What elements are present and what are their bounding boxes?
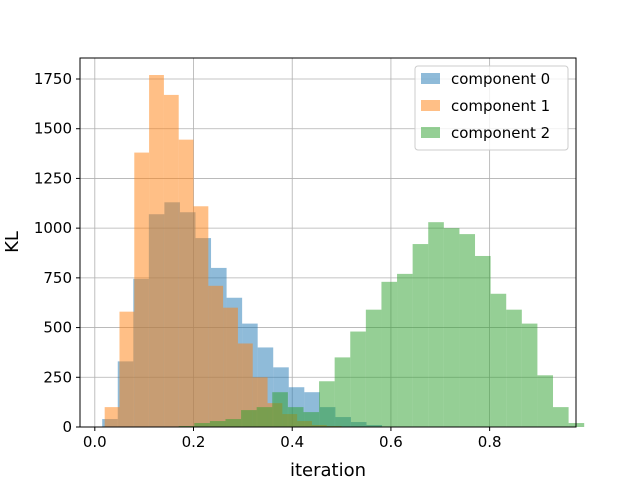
histogram-bar-1 (223, 307, 238, 427)
histogram-bar-1 (134, 152, 150, 427)
x-axis-label: iteration (290, 460, 366, 480)
x-tick-label: 0.0 (83, 433, 107, 451)
histogram-bar-1 (208, 285, 224, 427)
histogram-bar-2 (521, 323, 538, 427)
x-tick-label: 0.8 (478, 433, 502, 451)
histogram-bar-2 (350, 331, 366, 427)
legend-label-0: component 0 (451, 70, 550, 88)
y-tick-label: 1250 (34, 169, 72, 187)
histogram-bar-1 (237, 343, 253, 427)
histogram-bar-2 (490, 293, 507, 427)
y-tick-label: 0 (62, 418, 72, 436)
legend-frame (414, 65, 569, 151)
plot-frame (79, 57, 577, 428)
histogram-bar-2 (506, 309, 522, 427)
histogram-bar-2 (272, 392, 288, 427)
legend-swatch-1 (421, 100, 440, 111)
histogram-bar-2 (397, 273, 413, 427)
y-tick-label: 750 (43, 269, 72, 287)
y-tick-label: 250 (43, 368, 72, 386)
histogram-bar-2 (412, 244, 429, 427)
y-tick-label: 1500 (34, 120, 72, 138)
histogram-bar-2 (365, 309, 382, 427)
bars (102, 75, 585, 427)
x-tick-label: 0.4 (280, 433, 304, 451)
histogram-bar-1 (149, 75, 164, 427)
histogram-bar-1 (119, 311, 135, 427)
y-tick-label: 500 (43, 319, 72, 337)
histogram-bar-2 (475, 255, 491, 427)
histogram-bar-2 (287, 407, 304, 427)
histogram-bar-2 (428, 222, 444, 427)
histogram-bar-2 (319, 381, 335, 427)
y-axis-label: KL (2, 231, 23, 253)
legend-swatch-2 (421, 127, 440, 138)
histogram-bar-2 (553, 407, 569, 427)
histogram-bar-2 (256, 407, 273, 427)
histogram-bar-2 (459, 234, 476, 427)
histogram-bar-2 (194, 423, 210, 427)
x-tick-label: 0.2 (182, 433, 206, 451)
histogram-bar-2 (225, 419, 242, 427)
legend: component 0 component 1 component 2 (414, 65, 569, 151)
x-tick-label: 0.6 (379, 433, 403, 451)
histogram-bar-2 (241, 410, 257, 427)
histogram-bar-1 (163, 94, 179, 427)
histogram-bar-1 (104, 407, 120, 427)
histogram-bar-2 (537, 375, 554, 427)
legend-label-1: component 1 (451, 97, 550, 115)
histogram-bar-2 (443, 228, 460, 427)
histogram-bar-1 (193, 206, 209, 427)
histogram-bar-1 (178, 139, 194, 427)
legend-swatch-0 (421, 73, 440, 84)
x-ticks: 0.0 0.2 0.4 0.6 0.8 (83, 427, 502, 451)
y-tick-label: 1000 (34, 219, 72, 237)
histogram-bar-2 (334, 357, 351, 427)
histogram-bar-2 (303, 412, 320, 427)
y-tick-label: 1750 (34, 70, 72, 88)
histogram-bar-2 (209, 421, 226, 427)
histogram-bar-2 (381, 281, 398, 427)
y-ticks: 0 250 500 750 1000 1250 1500 1750 (34, 70, 80, 436)
legend-label-2: component 2 (451, 124, 550, 142)
